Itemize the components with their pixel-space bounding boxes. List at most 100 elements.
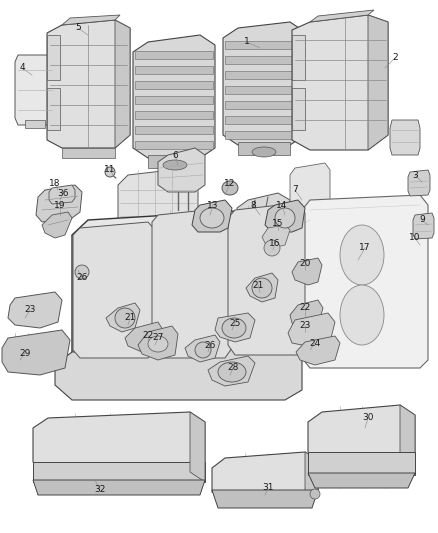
Polygon shape [125,322,163,352]
Text: 11: 11 [104,166,116,174]
Text: 25: 25 [230,319,241,327]
Polygon shape [115,20,130,148]
Polygon shape [49,185,75,204]
Polygon shape [292,258,322,285]
Polygon shape [135,126,213,134]
Polygon shape [225,131,303,139]
Text: 23: 23 [25,305,35,314]
Polygon shape [302,195,428,368]
Polygon shape [2,330,70,375]
Polygon shape [238,142,290,155]
Polygon shape [33,462,205,482]
Ellipse shape [148,336,168,352]
Ellipse shape [275,208,295,228]
Text: 31: 31 [262,483,274,492]
Polygon shape [148,155,200,168]
Text: 2: 2 [392,53,398,62]
Text: 29: 29 [19,349,31,358]
Polygon shape [408,170,430,196]
Polygon shape [296,336,340,365]
Polygon shape [135,66,213,74]
Polygon shape [135,81,213,89]
Polygon shape [8,292,62,328]
Polygon shape [308,405,415,462]
Polygon shape [400,405,415,462]
Text: 16: 16 [269,238,281,247]
Polygon shape [47,88,60,130]
Polygon shape [190,412,205,482]
Polygon shape [138,326,178,360]
Text: 21: 21 [252,280,264,289]
Polygon shape [305,452,318,500]
Text: 26: 26 [204,341,215,350]
Polygon shape [42,212,72,238]
Polygon shape [118,168,198,263]
Text: 18: 18 [49,179,61,188]
Polygon shape [225,101,303,109]
Ellipse shape [340,225,384,285]
Text: 23: 23 [299,320,311,329]
Polygon shape [36,185,82,222]
Text: 20: 20 [299,259,311,268]
Ellipse shape [75,265,89,279]
Text: 13: 13 [207,200,219,209]
Text: 17: 17 [359,244,371,253]
Polygon shape [185,335,220,362]
Polygon shape [73,222,155,358]
Ellipse shape [252,278,272,298]
Polygon shape [62,15,120,25]
Text: 22: 22 [142,330,154,340]
Polygon shape [208,356,255,386]
Polygon shape [292,15,388,150]
Text: 8: 8 [250,200,256,209]
Polygon shape [292,88,305,130]
Polygon shape [55,340,302,400]
Polygon shape [225,86,303,94]
Polygon shape [290,163,330,210]
Polygon shape [308,452,415,475]
Ellipse shape [340,285,384,345]
Polygon shape [368,15,388,150]
Polygon shape [265,200,305,232]
Ellipse shape [163,160,187,170]
Polygon shape [135,111,213,119]
Ellipse shape [222,318,246,338]
Ellipse shape [310,489,320,499]
Text: 15: 15 [272,219,284,228]
Polygon shape [158,148,205,192]
Text: 28: 28 [227,364,239,373]
Polygon shape [62,148,115,158]
Polygon shape [135,96,213,104]
Polygon shape [212,490,318,508]
Ellipse shape [200,208,224,228]
Text: 5: 5 [75,23,81,33]
Text: 1: 1 [244,37,250,46]
Polygon shape [25,120,45,128]
Polygon shape [106,303,140,332]
Polygon shape [413,213,434,239]
Polygon shape [135,51,213,59]
Polygon shape [228,203,305,355]
Text: 3: 3 [412,171,418,180]
Text: 32: 32 [94,486,106,495]
Ellipse shape [218,362,246,382]
Polygon shape [223,22,305,145]
Polygon shape [288,313,335,347]
Polygon shape [47,20,130,148]
Polygon shape [33,412,205,472]
Polygon shape [262,225,290,248]
Text: 19: 19 [54,200,66,209]
Polygon shape [135,141,213,149]
Polygon shape [133,35,215,158]
Text: 22: 22 [300,303,311,312]
Polygon shape [192,200,232,232]
Ellipse shape [115,308,135,328]
Ellipse shape [105,167,115,177]
Ellipse shape [264,240,280,256]
Ellipse shape [252,147,276,157]
Polygon shape [47,35,60,80]
Polygon shape [310,10,374,22]
Text: 27: 27 [152,334,164,343]
Text: 14: 14 [276,200,288,209]
Polygon shape [33,480,205,495]
